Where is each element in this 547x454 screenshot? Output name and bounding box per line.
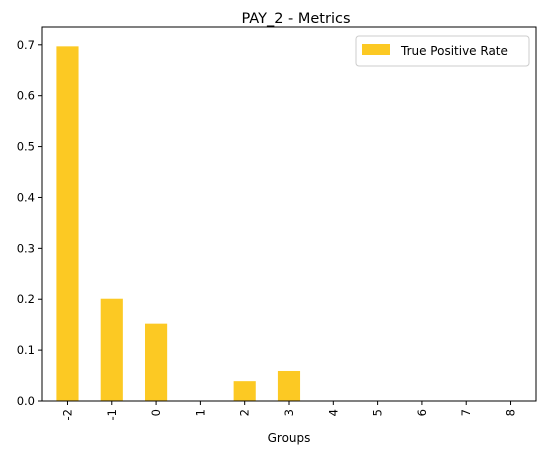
legend-label: True Positive Rate [400,44,508,58]
y-axis: 0.0 0.1 0.2 0.3 0.4 0.5 0.6 0.7 [17,38,42,408]
y-tick-label: 0.0 [17,394,35,408]
bars-group [56,46,301,402]
bar--1 [100,298,123,401]
bar-0 [145,323,168,401]
y-tick-label: 0.5 [17,140,35,154]
y-tick-label: 0.4 [17,190,35,204]
y-tick-label: 0.3 [17,241,35,255]
x-tick-label: 0 [149,409,163,416]
chart-title: PAY_2 - Metrics [241,11,350,27]
x-tick-label: 4 [326,409,340,416]
legend: True Positive Rate [355,35,530,67]
y-tick-label: 0.1 [17,343,35,357]
x-tick-label: 2 [238,409,252,416]
x-tick-label: 7 [459,409,473,416]
y-tick-label: 0.2 [17,292,35,306]
y-tick-label: 0.6 [17,89,35,103]
x-tick-label: 8 [504,409,518,416]
y-tick-label: 0.7 [17,38,35,52]
bar--2 [56,46,79,402]
x-tick-label: -1 [105,409,119,420]
x-axis-label: Groups [268,431,311,445]
x-axis: -2 -1 0 1 2 3 4 5 6 7 8 [60,401,518,420]
x-tick-label: -2 [60,409,74,420]
x-tick-label: 3 [282,409,296,416]
x-tick-label: 1 [193,409,207,416]
bar-2 [233,381,256,401]
x-tick-label: 5 [371,409,385,416]
legend-swatch [362,44,390,55]
x-tick-label: 6 [415,409,429,416]
bar-3 [277,370,301,401]
legend-box [355,35,530,67]
